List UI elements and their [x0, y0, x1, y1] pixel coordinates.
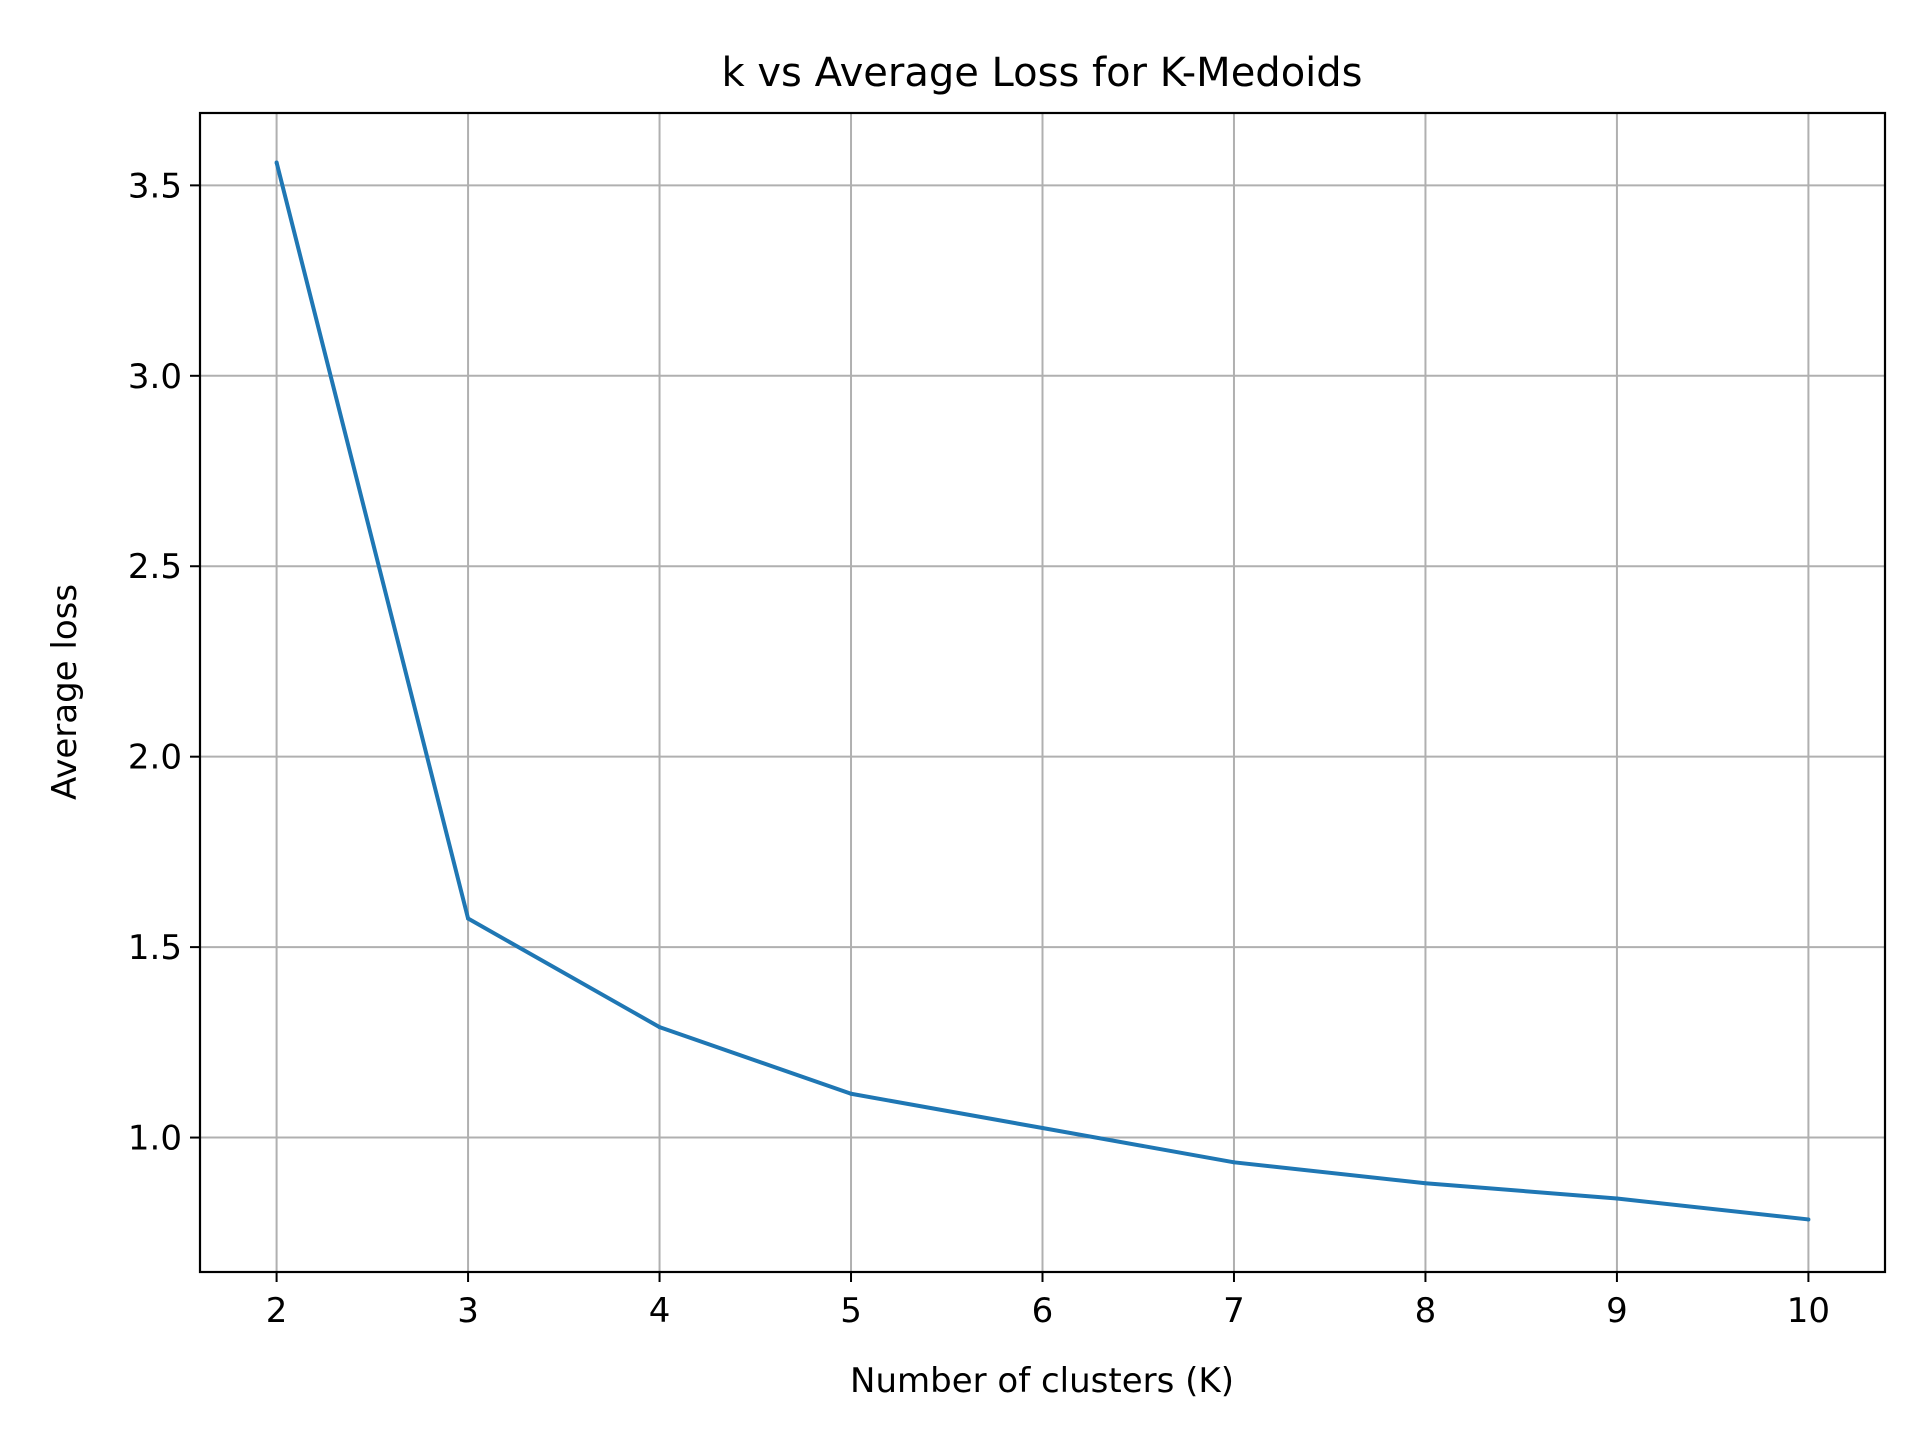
data-point [1040, 1126, 1045, 1131]
data-point [274, 160, 279, 165]
x-tick-label: 2 [266, 1291, 288, 1331]
y-tick-label: 2.5 [128, 547, 182, 587]
data-point [1423, 1181, 1428, 1186]
axis-ticks: 2 3 4 5 6 7 8 9 10 1.0 1.5 2.0 2.5 3.0 3.5 [128, 166, 1830, 1331]
x-tick-label: 3 [457, 1291, 479, 1331]
grid [200, 113, 1885, 1272]
y-tick-label: 3.5 [128, 166, 182, 206]
y-tick-label: 2.0 [128, 738, 182, 778]
chart-title: k vs Average Loss for K-Medoids [721, 50, 1362, 96]
data-point [657, 1025, 662, 1030]
data-point [466, 916, 471, 921]
data-point [1614, 1196, 1619, 1201]
x-tick-label: 8 [1415, 1291, 1437, 1331]
y-tick-label: 1.0 [128, 1119, 182, 1159]
x-axis-label: Number of clusters (K) [850, 1361, 1234, 1401]
data-point [1806, 1217, 1811, 1222]
y-tick-label: 3.0 [128, 357, 182, 397]
series-layer [274, 160, 1811, 1222]
data-point [849, 1091, 854, 1096]
x-tick-label: 9 [1606, 1291, 1628, 1331]
x-tick-label: 7 [1223, 1291, 1245, 1331]
y-tick-label: 1.5 [128, 928, 182, 968]
x-tick-label: 4 [649, 1291, 671, 1331]
x-tick-label: 10 [1787, 1291, 1830, 1331]
x-tick-label: 5 [840, 1291, 862, 1331]
y-axis-label: Average loss [45, 584, 85, 800]
x-tick-label: 6 [1032, 1291, 1054, 1331]
data-point [1231, 1160, 1236, 1165]
